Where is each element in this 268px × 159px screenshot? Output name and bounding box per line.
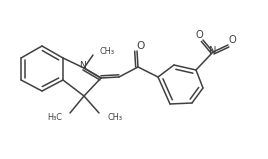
Text: N: N: [80, 62, 87, 70]
Text: O: O: [195, 30, 203, 40]
Text: CH₃: CH₃: [107, 113, 122, 121]
Text: CH₃: CH₃: [100, 46, 115, 55]
Text: N: N: [209, 46, 217, 56]
Text: H₃C: H₃C: [47, 113, 62, 121]
Text: O: O: [228, 35, 236, 45]
Text: O: O: [137, 41, 145, 51]
